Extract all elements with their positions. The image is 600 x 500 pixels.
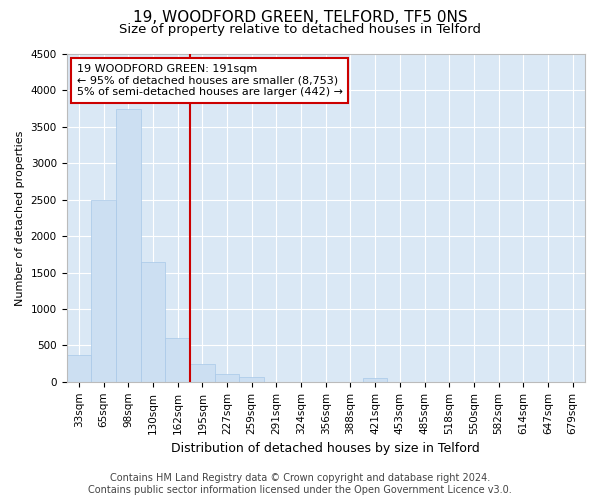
Bar [363, 378, 388, 382]
Text: Size of property relative to detached houses in Telford: Size of property relative to detached ho… [119, 22, 481, 36]
Bar [239, 378, 264, 382]
Bar [190, 364, 215, 382]
Bar [140, 262, 165, 382]
Text: 19 WOODFORD GREEN: 191sqm
← 95% of detached houses are smaller (8,753)
5% of sem: 19 WOODFORD GREEN: 191sqm ← 95% of detac… [77, 64, 343, 97]
Text: 19, WOODFORD GREEN, TELFORD, TF5 0NS: 19, WOODFORD GREEN, TELFORD, TF5 0NS [133, 10, 467, 25]
Text: Contains HM Land Registry data © Crown copyright and database right 2024.
Contai: Contains HM Land Registry data © Crown c… [88, 474, 512, 495]
X-axis label: Distribution of detached houses by size in Telford: Distribution of detached houses by size … [172, 442, 480, 455]
Bar [116, 108, 140, 382]
Bar [91, 200, 116, 382]
Bar [215, 374, 239, 382]
Y-axis label: Number of detached properties: Number of detached properties [15, 130, 25, 306]
Bar [67, 354, 91, 382]
Bar [165, 338, 190, 382]
